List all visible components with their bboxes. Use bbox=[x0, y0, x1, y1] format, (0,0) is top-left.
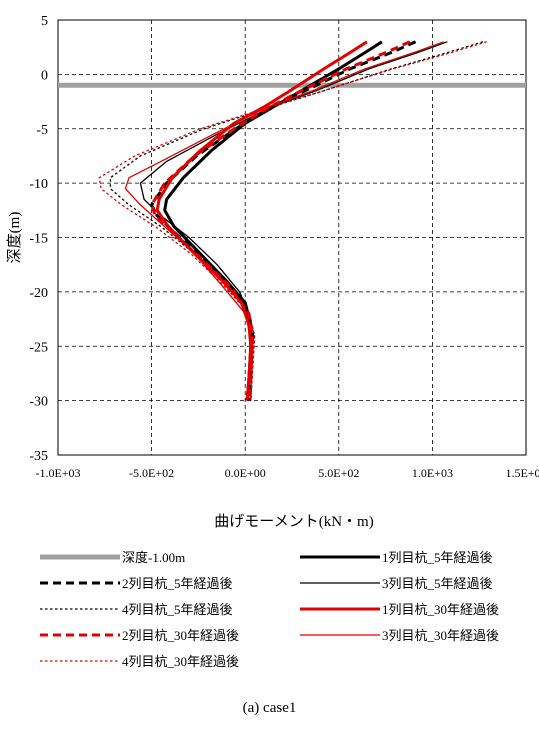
legend-label: 4列目杭_30年経過後 bbox=[122, 654, 239, 669]
x-axis-label: 曲げモーメント(kN・m) bbox=[214, 513, 373, 530]
figure-caption: (a) case1 bbox=[242, 700, 297, 716]
series-line bbox=[150, 40, 417, 401]
x-tick-label: 0.0E+00 bbox=[225, 466, 266, 480]
legend-label: 2列目杭_30年経過後 bbox=[122, 628, 239, 643]
legend-label: 3列目杭_30年経過後 bbox=[382, 628, 499, 643]
plot-frame bbox=[57, 19, 527, 456]
x-tick-label: 5.0E+02 bbox=[318, 466, 359, 480]
series-line bbox=[124, 41, 444, 401]
y-tick-label: -35 bbox=[29, 449, 48, 464]
legend-label: 1列目杭_5年経過後 bbox=[382, 550, 493, 565]
legend-label: 深度-1.00m bbox=[122, 550, 185, 565]
series-line bbox=[139, 41, 448, 401]
legend-label: 2列目杭_5年経過後 bbox=[122, 576, 233, 591]
legend-label: 4列目杭_5年経過後 bbox=[122, 602, 233, 617]
x-tick-label: 1.0E+03 bbox=[412, 466, 453, 480]
x-tick-label: -1.0E+03 bbox=[35, 466, 80, 480]
y-axis-label: 深度(m) bbox=[6, 212, 23, 264]
x-tick-label: -5.0E+02 bbox=[129, 466, 174, 480]
y-tick-label: -25 bbox=[29, 340, 48, 355]
y-tick-label: -5 bbox=[36, 123, 48, 138]
y-tick-label: -10 bbox=[29, 177, 48, 192]
y-tick-label: -20 bbox=[29, 286, 48, 301]
y-tick-label: -15 bbox=[29, 232, 48, 247]
series-line bbox=[163, 40, 383, 401]
legend-label: 3列目杭_5年経過後 bbox=[382, 576, 493, 591]
y-tick-label: 5 bbox=[41, 14, 48, 29]
series-line bbox=[98, 41, 487, 401]
y-tick-label: 0 bbox=[41, 68, 48, 83]
legend-label: 1列目杭_30年経過後 bbox=[382, 602, 499, 617]
series-line bbox=[155, 40, 368, 401]
x-tick-label: 1.5E+03 bbox=[505, 466, 539, 480]
y-tick-label: -30 bbox=[29, 395, 48, 410]
